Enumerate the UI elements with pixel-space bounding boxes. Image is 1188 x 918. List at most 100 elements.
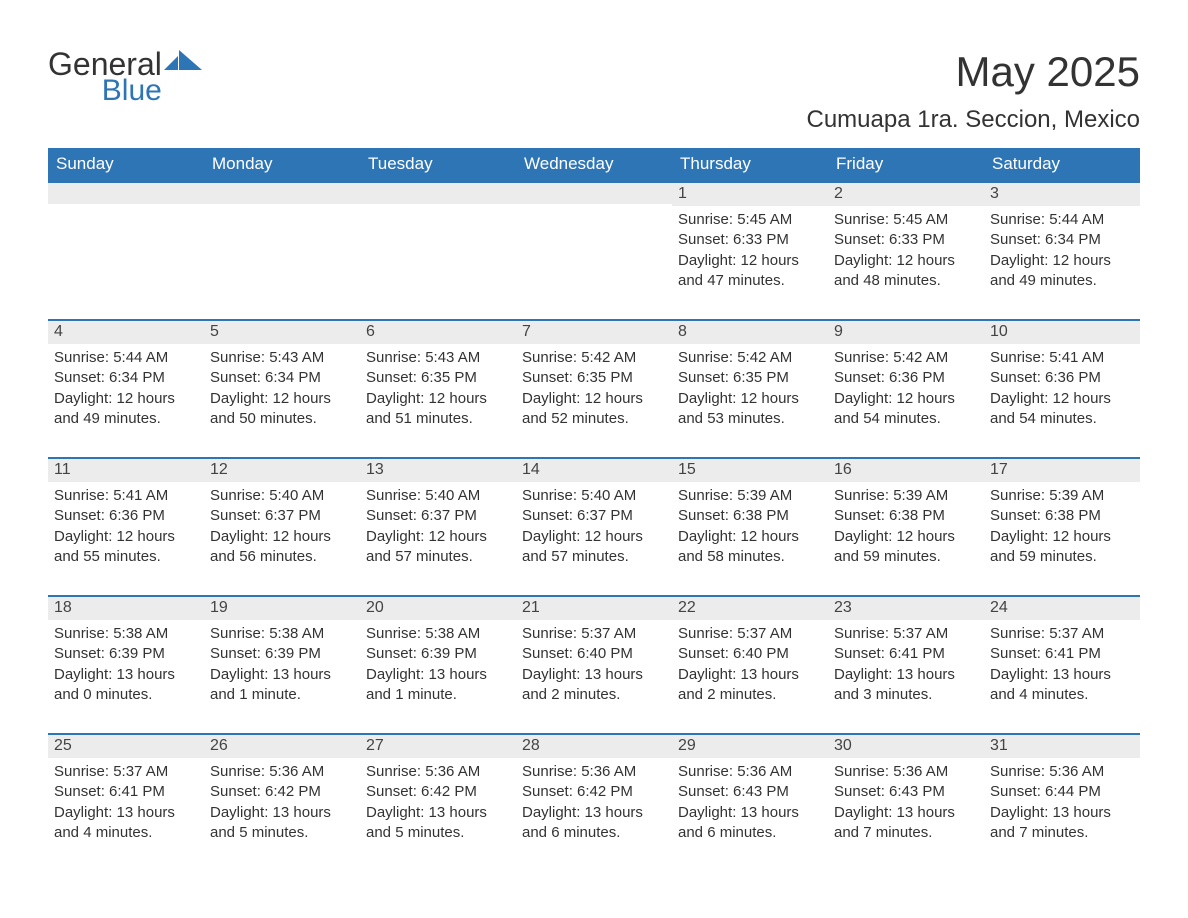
calendar-day-cell: 15Sunrise: 5:39 AMSunset: 6:38 PMDayligh… [672,457,828,595]
calendar-day-cell: 18Sunrise: 5:38 AMSunset: 6:39 PMDayligh… [48,595,204,733]
day-details: Sunrise: 5:44 AMSunset: 6:34 PMDaylight:… [984,206,1140,293]
sunrise-text: Sunrise: 5:42 AM [834,348,978,368]
weekday-header: Thursday [672,148,828,181]
calendar-day-cell: 4Sunrise: 5:44 AMSunset: 6:34 PMDaylight… [48,319,204,457]
empty-day-bar [360,181,516,204]
brand-text: General Blue [48,48,162,106]
day-details: Sunrise: 5:44 AMSunset: 6:34 PMDaylight:… [48,344,204,431]
sunset-text: Sunset: 6:41 PM [990,644,1134,664]
weekday-header: Wednesday [516,148,672,181]
day-number: 14 [516,457,672,482]
sunset-text: Sunset: 6:41 PM [54,782,198,802]
day-number: 10 [984,319,1140,344]
daylight-text: Daylight: 12 hours and 57 minutes. [366,527,510,568]
day-details: Sunrise: 5:36 AMSunset: 6:42 PMDaylight:… [516,758,672,845]
day-number: 12 [204,457,360,482]
daylight-text: Daylight: 12 hours and 48 minutes. [834,251,978,292]
day-details: Sunrise: 5:42 AMSunset: 6:35 PMDaylight:… [672,344,828,431]
day-number: 3 [984,181,1140,206]
sunset-text: Sunset: 6:36 PM [990,368,1134,388]
day-details: Sunrise: 5:36 AMSunset: 6:44 PMDaylight:… [984,758,1140,845]
sunset-text: Sunset: 6:33 PM [834,230,978,250]
brand-logo: General Blue [48,48,204,106]
daylight-text: Daylight: 13 hours and 6 minutes. [678,803,822,844]
day-number: 5 [204,319,360,344]
daylight-text: Daylight: 12 hours and 59 minutes. [990,527,1134,568]
brand-mark-icon [164,48,204,83]
sunrise-text: Sunrise: 5:37 AM [834,624,978,644]
sunset-text: Sunset: 6:38 PM [990,506,1134,526]
day-details: Sunrise: 5:40 AMSunset: 6:37 PMDaylight:… [360,482,516,569]
title-block: May 2025 Cumuapa 1ra. Seccion, Mexico [807,48,1141,134]
day-details: Sunrise: 5:39 AMSunset: 6:38 PMDaylight:… [984,482,1140,569]
daylight-text: Daylight: 12 hours and 52 minutes. [522,389,666,430]
calendar-empty-cell [204,181,360,319]
day-details: Sunrise: 5:36 AMSunset: 6:42 PMDaylight:… [360,758,516,845]
calendar-day-cell: 23Sunrise: 5:37 AMSunset: 6:41 PMDayligh… [828,595,984,733]
calendar-day-cell: 10Sunrise: 5:41 AMSunset: 6:36 PMDayligh… [984,319,1140,457]
daylight-text: Daylight: 12 hours and 51 minutes. [366,389,510,430]
weekday-header: Saturday [984,148,1140,181]
day-number: 6 [360,319,516,344]
day-details: Sunrise: 5:39 AMSunset: 6:38 PMDaylight:… [672,482,828,569]
sunset-text: Sunset: 6:43 PM [834,782,978,802]
calendar-day-cell: 25Sunrise: 5:37 AMSunset: 6:41 PMDayligh… [48,733,204,871]
calendar-day-cell: 3Sunrise: 5:44 AMSunset: 6:34 PMDaylight… [984,181,1140,319]
day-number: 18 [48,595,204,620]
daylight-text: Daylight: 12 hours and 47 minutes. [678,251,822,292]
sunset-text: Sunset: 6:34 PM [54,368,198,388]
sunrise-text: Sunrise: 5:36 AM [678,762,822,782]
sunrise-text: Sunrise: 5:37 AM [678,624,822,644]
sunrise-text: Sunrise: 5:40 AM [210,486,354,506]
sunrise-text: Sunrise: 5:38 AM [210,624,354,644]
daylight-text: Daylight: 12 hours and 57 minutes. [522,527,666,568]
sunset-text: Sunset: 6:35 PM [366,368,510,388]
calendar-day-cell: 1Sunrise: 5:45 AMSunset: 6:33 PMDaylight… [672,181,828,319]
day-number: 9 [828,319,984,344]
location-subtitle: Cumuapa 1ra. Seccion, Mexico [807,106,1141,134]
sunset-text: Sunset: 6:37 PM [210,506,354,526]
day-number: 31 [984,733,1140,758]
day-number: 2 [828,181,984,206]
sunset-text: Sunset: 6:36 PM [834,368,978,388]
month-title: May 2025 [807,48,1141,96]
day-number: 22 [672,595,828,620]
empty-day-bar [204,181,360,204]
sunset-text: Sunset: 6:34 PM [990,230,1134,250]
empty-day-bar [48,181,204,204]
day-details: Sunrise: 5:45 AMSunset: 6:33 PMDaylight:… [828,206,984,293]
daylight-text: Daylight: 12 hours and 50 minutes. [210,389,354,430]
sunrise-text: Sunrise: 5:36 AM [990,762,1134,782]
day-number: 21 [516,595,672,620]
calendar-empty-cell [516,181,672,319]
day-number: 26 [204,733,360,758]
day-details: Sunrise: 5:36 AMSunset: 6:43 PMDaylight:… [672,758,828,845]
calendar-day-cell: 7Sunrise: 5:42 AMSunset: 6:35 PMDaylight… [516,319,672,457]
sunrise-text: Sunrise: 5:37 AM [54,762,198,782]
sunrise-text: Sunrise: 5:44 AM [54,348,198,368]
calendar-day-cell: 24Sunrise: 5:37 AMSunset: 6:41 PMDayligh… [984,595,1140,733]
sunset-text: Sunset: 6:35 PM [522,368,666,388]
day-details: Sunrise: 5:36 AMSunset: 6:43 PMDaylight:… [828,758,984,845]
sunset-text: Sunset: 6:37 PM [366,506,510,526]
day-details: Sunrise: 5:36 AMSunset: 6:42 PMDaylight:… [204,758,360,845]
calendar-empty-cell [360,181,516,319]
day-number: 13 [360,457,516,482]
calendar-day-cell: 6Sunrise: 5:43 AMSunset: 6:35 PMDaylight… [360,319,516,457]
calendar-body: 1Sunrise: 5:45 AMSunset: 6:33 PMDaylight… [48,181,1140,871]
weekday-header: Sunday [48,148,204,181]
day-details: Sunrise: 5:38 AMSunset: 6:39 PMDaylight:… [204,620,360,707]
day-number: 17 [984,457,1140,482]
day-number: 4 [48,319,204,344]
day-details: Sunrise: 5:37 AMSunset: 6:41 PMDaylight:… [828,620,984,707]
sunrise-text: Sunrise: 5:45 AM [834,210,978,230]
weekday-header: Tuesday [360,148,516,181]
daylight-text: Daylight: 12 hours and 58 minutes. [678,527,822,568]
daylight-text: Daylight: 13 hours and 1 minute. [366,665,510,706]
weekday-header: Monday [204,148,360,181]
calendar-day-cell: 2Sunrise: 5:45 AMSunset: 6:33 PMDaylight… [828,181,984,319]
sunrise-text: Sunrise: 5:44 AM [990,210,1134,230]
daylight-text: Daylight: 13 hours and 2 minutes. [522,665,666,706]
calendar-day-cell: 29Sunrise: 5:36 AMSunset: 6:43 PMDayligh… [672,733,828,871]
sunrise-text: Sunrise: 5:39 AM [834,486,978,506]
